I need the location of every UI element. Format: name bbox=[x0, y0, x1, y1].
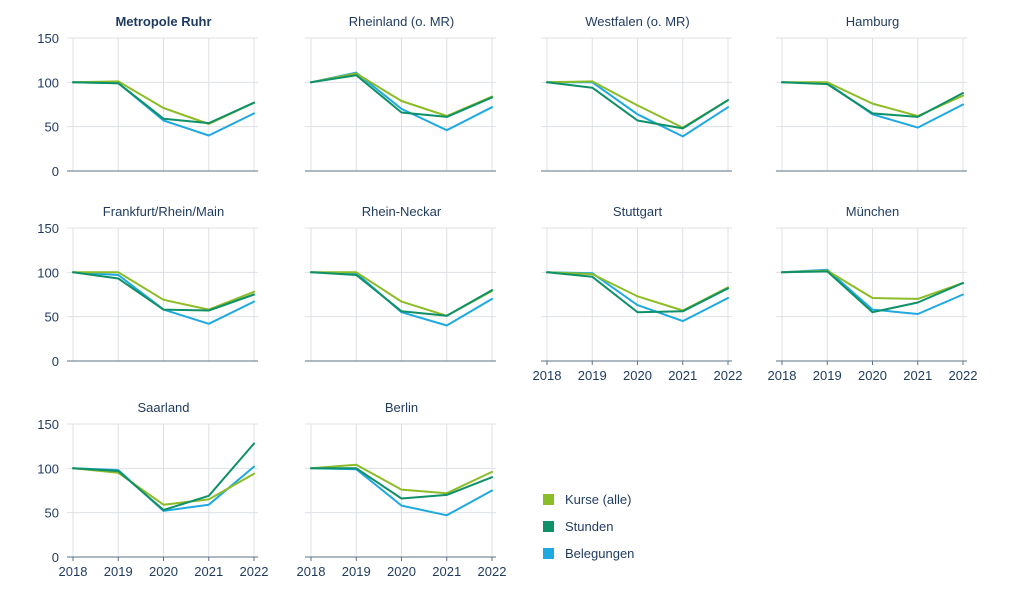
x-tick-label: 2019 bbox=[342, 564, 371, 579]
y-tick-label: 100 bbox=[37, 75, 59, 90]
legend-swatch-belegungen bbox=[543, 548, 554, 559]
y-tick-label: 100 bbox=[37, 265, 59, 280]
panel-title: Rheinland (o. MR) bbox=[349, 14, 455, 29]
panel-title: Berlin bbox=[385, 400, 418, 415]
panel-9: Saarland 0 50 100 150 2018 2019 2020 2021 2022 bbox=[37, 400, 268, 579]
panel-8: München 2018 2019 2020 2021 2022 bbox=[768, 204, 978, 383]
panel-title: Hamburg bbox=[846, 14, 899, 29]
series-line-stunden bbox=[546, 271, 729, 314]
panel-title: Westfalen (o. MR) bbox=[585, 14, 690, 29]
y-tick-label: 0 bbox=[52, 550, 59, 565]
panel-5: Frankfurt/Rhein/Main 0 50 100 150 bbox=[37, 204, 258, 369]
legend-swatch-kurse bbox=[543, 494, 554, 505]
x-tick-label: 2018 bbox=[59, 564, 88, 579]
x-tick-label: 2019 bbox=[813, 368, 842, 383]
series-line-stunden bbox=[310, 271, 493, 317]
x-tick-label: 2022 bbox=[240, 564, 269, 579]
series-line-kurse bbox=[72, 271, 255, 311]
legend: Kurse (alle) Stunden Belegungen bbox=[543, 486, 634, 567]
legend-item-belegungen: Belegungen bbox=[543, 540, 634, 567]
x-tick-label: 2018 bbox=[297, 564, 326, 579]
panel-title: Stuttgart bbox=[613, 204, 663, 219]
y-tick-label: 150 bbox=[37, 417, 59, 432]
series-line-stunden bbox=[310, 74, 493, 118]
x-tick-label: 2020 bbox=[387, 564, 416, 579]
panel-title: Frankfurt/Rhein/Main bbox=[103, 204, 224, 219]
x-tick-label: 2021 bbox=[432, 564, 461, 579]
series-line-stunden bbox=[72, 271, 255, 312]
panel-title: Saarland bbox=[137, 400, 189, 415]
y-tick-label: 50 bbox=[45, 506, 59, 521]
x-tick-label: 2022 bbox=[714, 368, 743, 383]
panel-title: Rhein-Neckar bbox=[362, 204, 442, 219]
x-tick-label: 2018 bbox=[533, 368, 562, 383]
panel-10: Berlin 2018 2019 2020 2021 2022 bbox=[297, 400, 507, 579]
y-tick-label: 0 bbox=[52, 164, 59, 179]
panel-4: Hamburg bbox=[776, 14, 967, 172]
series-line-stunden bbox=[72, 81, 255, 125]
x-tick-label: 2020 bbox=[858, 368, 887, 383]
panel-6: Rhein-Neckar bbox=[305, 204, 496, 362]
series-line-kurse bbox=[310, 463, 493, 495]
legend-swatch-stunden bbox=[543, 521, 554, 532]
series-line-kurse bbox=[72, 467, 255, 506]
y-tick-label: 150 bbox=[37, 221, 59, 236]
x-tick-label: 2020 bbox=[149, 564, 178, 579]
y-tick-label: 0 bbox=[52, 354, 59, 369]
y-tick-label: 50 bbox=[45, 120, 59, 135]
y-tick-label: 50 bbox=[45, 310, 59, 325]
x-tick-label: 2019 bbox=[104, 564, 133, 579]
legend-item-stunden: Stunden bbox=[543, 513, 634, 540]
panel-title: Metropole Ruhr bbox=[115, 14, 211, 29]
series-line-stunden bbox=[781, 270, 964, 314]
panel-1: Metropole Ruhr 0 50 100 150 bbox=[37, 14, 258, 179]
legend-label-stunden: Stunden bbox=[565, 519, 614, 534]
x-tick-label: 2022 bbox=[949, 368, 978, 383]
series-line-stunden bbox=[781, 81, 964, 118]
series-line-stunden bbox=[72, 442, 255, 511]
x-tick-label: 2021 bbox=[903, 368, 932, 383]
panel-2: Rheinland (o. MR) bbox=[305, 14, 496, 172]
panel-7: Stuttgart 2018 2019 2020 2021 2022 bbox=[533, 204, 743, 383]
legend-label-kurse: Kurse (alle) bbox=[565, 492, 632, 507]
x-tick-label: 2018 bbox=[768, 368, 797, 383]
panel-3: Westfalen (o. MR) bbox=[541, 14, 732, 172]
panel-title: München bbox=[846, 204, 899, 219]
series-line-stunden bbox=[546, 81, 729, 130]
x-tick-label: 2020 bbox=[623, 368, 652, 383]
x-tick-label: 2022 bbox=[478, 564, 507, 579]
y-tick-label: 150 bbox=[37, 31, 59, 46]
x-tick-label: 2021 bbox=[194, 564, 223, 579]
x-tick-label: 2019 bbox=[578, 368, 607, 383]
series-line-stunden bbox=[310, 467, 493, 500]
legend-item-kurse: Kurse (alle) bbox=[543, 486, 634, 513]
legend-label-belegungen: Belegungen bbox=[565, 546, 635, 561]
x-tick-label: 2021 bbox=[668, 368, 697, 383]
y-tick-label: 100 bbox=[37, 461, 59, 476]
